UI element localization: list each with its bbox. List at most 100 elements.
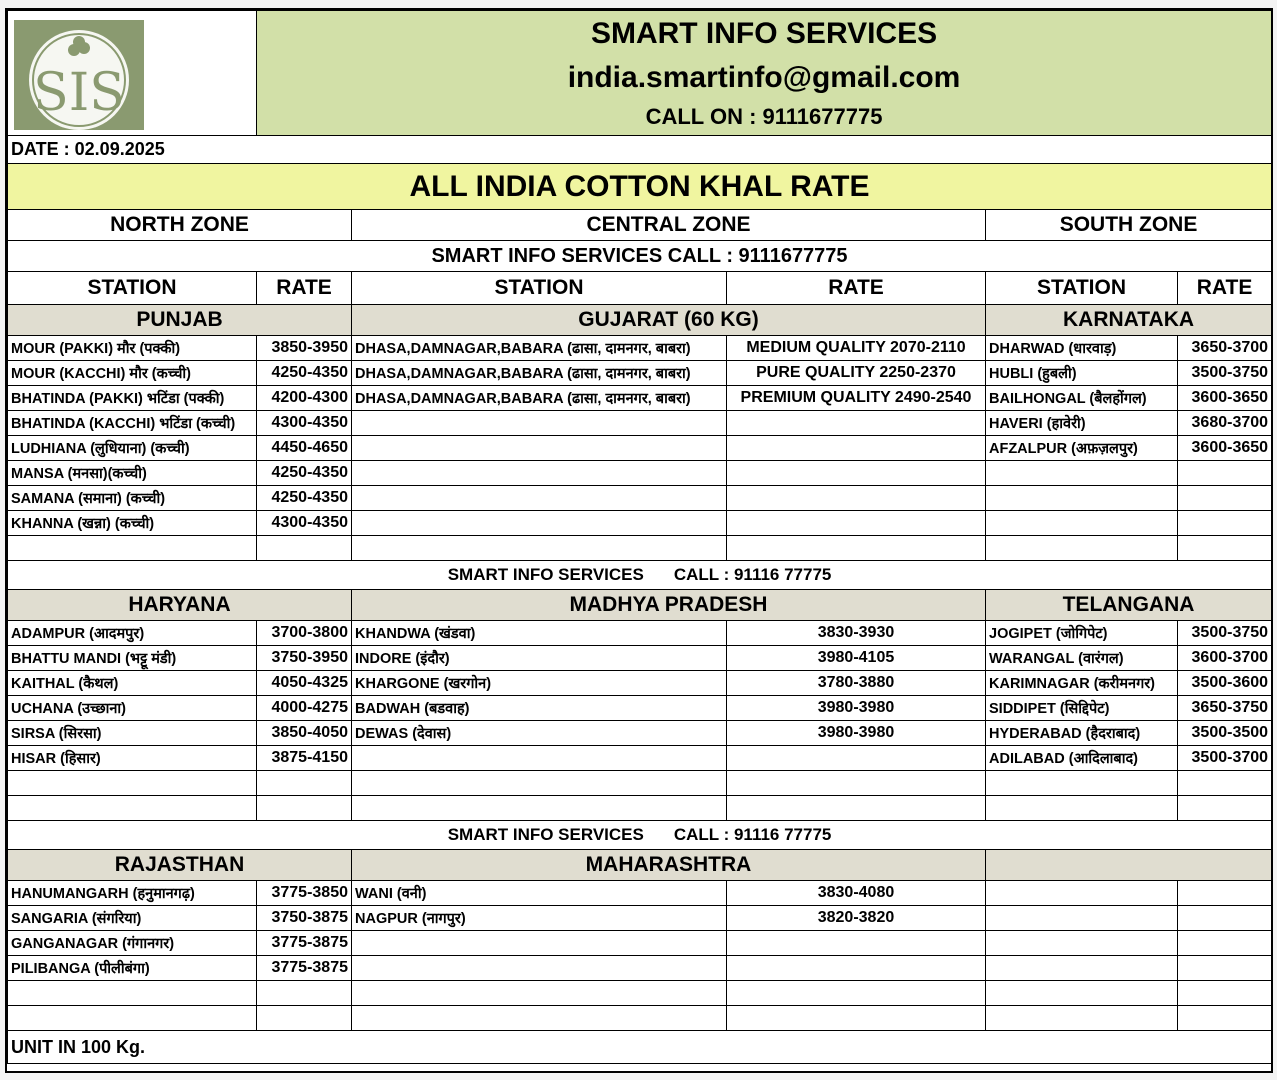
rate-cell: 3600-3650 xyxy=(1176,385,1273,411)
station-cell xyxy=(351,435,727,461)
station-cell xyxy=(985,980,1178,1006)
rate-cell: 3850-4050 xyxy=(256,720,352,746)
company-name: SMART INFO SERVICES xyxy=(590,17,938,50)
table-row: LUDHIANA (लुधियाना) (कच्ची) 4450-4650 AFZA… xyxy=(7,435,1273,461)
rate-cell xyxy=(256,770,352,796)
state-heading: MAHARASHTRA xyxy=(351,849,986,881)
email-address: india.smartinfo@gmail.com xyxy=(567,61,961,94)
rate-cell: 3600-3700 xyxy=(1176,645,1273,671)
rate-cell xyxy=(1176,980,1273,1006)
state-heading: HARYANA xyxy=(7,589,352,621)
station-column-header: STATION xyxy=(7,271,257,305)
table-row xyxy=(7,535,1273,561)
contact-banner: SMART INFO SERVICES CALL : 91116 77775 xyxy=(6,820,1273,850)
station-cell: SIRSA (सिरसा) xyxy=(7,720,257,746)
rate-cell xyxy=(1176,930,1273,956)
rate-cell: PREMIUM QUALITY 2490-2540 xyxy=(726,385,986,411)
table-row: UCHANA (उच्छाना) 4000-4275 BADWAH (बडवाह) 3… xyxy=(7,695,1273,721)
rate-cell xyxy=(726,795,986,821)
state-heading xyxy=(984,849,1273,881)
state-heading: TELANGANA xyxy=(984,589,1273,621)
table-row: KHANNA (खन्ना) (कच्ची) 4300-4350 xyxy=(7,510,1273,536)
station-cell: DHASA,DAMNAGAR,BABARA (ढासा, दामनगर, बाब… xyxy=(351,385,727,411)
station-cell xyxy=(985,535,1178,561)
rate-cell: MEDIUM QUALITY 2070-2110 xyxy=(726,335,986,361)
station-cell: MANSA (मनसा)(कच्ची) xyxy=(7,460,257,486)
rate-cell: 4250-4350 xyxy=(256,460,352,486)
table-row: BHATINDA (KACCHI) भटिंडा (कच्ची) 4300-435… xyxy=(7,410,1273,436)
rate-cell: 3650-3750 xyxy=(1176,695,1273,721)
state-heading: KARNATAKA xyxy=(984,304,1273,336)
contact-banner: SMART INFO SERVICES CALL : 9111677775 xyxy=(6,240,1273,272)
contact-banner: SMART INFO SERVICES CALL : 91116 77775 xyxy=(6,560,1273,590)
table-row: PILIBANGA (पीलीबंगा) 3775-3875 xyxy=(7,955,1273,981)
rate-cell: 3850-3950 xyxy=(256,335,352,361)
station-cell xyxy=(985,485,1178,511)
station-cell xyxy=(7,1005,257,1031)
station-cell: ADAMPUR (आदमपुर) xyxy=(7,620,257,646)
rate-column-header: RATE xyxy=(726,271,986,305)
banner-call: CALL : 91116 77775 xyxy=(673,565,832,584)
rate-cell: 4250-4350 xyxy=(256,485,352,511)
station-column-header: STATION xyxy=(985,271,1178,305)
station-cell: KAITHAL (कैथल) xyxy=(7,670,257,696)
rate-cell: 3700-3800 xyxy=(256,620,352,646)
table-row: MOUR (PAKKI) मौर (पक्की) 3850-3950 DHASA,D… xyxy=(7,335,1273,361)
rate-cell xyxy=(726,435,986,461)
station-cell: MOUR (KACCHI) मौर (कच्ची) xyxy=(7,360,257,386)
rate-cell: 3820-3820 xyxy=(726,905,986,931)
rate-cell: 3750-3875 xyxy=(256,905,352,931)
rate-cell xyxy=(256,795,352,821)
rate-cell xyxy=(726,535,986,561)
call-number: CALL ON : 9111677775 xyxy=(645,104,883,129)
state-heading: GUJARAT (60 KG) xyxy=(351,304,986,336)
station-cell xyxy=(7,980,257,1006)
rate-cell: PURE QUALITY 2250-2370 xyxy=(726,360,986,386)
rate-cell: 3775-3850 xyxy=(256,880,352,906)
rate-cell: 3875-4150 xyxy=(256,745,352,771)
station-cell: ADILABAD (आदिलाबाद) xyxy=(985,745,1178,771)
rate-cell: 3500-3500 xyxy=(1176,720,1273,746)
rate-cell: 3500-3750 xyxy=(1176,360,1273,386)
station-cell: INDORE (इंदौर) xyxy=(351,645,727,671)
station-cell: AFZALPUR (अफ़ज़लपुर) xyxy=(985,435,1178,461)
table-row: GANGANAGAR (गंगानगर) 3775-3875 xyxy=(7,930,1273,956)
station-cell: BADWAH (बडवाह) xyxy=(351,695,727,721)
station-cell: KHANDWA (खंडवा) xyxy=(351,620,727,646)
station-cell xyxy=(985,930,1178,956)
station-cell xyxy=(985,510,1178,536)
station-cell: HAVERI (हावेरी) xyxy=(985,410,1178,436)
station-cell xyxy=(351,795,727,821)
rate-table: SIS SMART INFO SERVICES india.smartinfo@… xyxy=(6,10,1273,1064)
rate-cell xyxy=(256,1005,352,1031)
rate-cell: 3980-3980 xyxy=(726,720,986,746)
banner-company: SMART INFO SERVICES xyxy=(447,565,644,584)
station-cell xyxy=(7,535,257,561)
station-cell xyxy=(351,510,727,536)
rate-cell: 3775-3875 xyxy=(256,955,352,981)
station-cell xyxy=(351,535,727,561)
table-row: SANGARIA (संगरिया) 3750-3875 NAGPUR (नागपु… xyxy=(7,905,1273,931)
table-row: KAITHAL (कैथल) 4050-4325 KHARGONE (खरगोन) 3… xyxy=(7,670,1273,696)
north-zone-heading: NORTH ZONE xyxy=(7,209,352,241)
rate-cell xyxy=(1176,795,1273,821)
rate-cell: 3830-4080 xyxy=(726,880,986,906)
svg-text:SIS: SIS xyxy=(33,63,125,123)
rate-cell xyxy=(1176,955,1273,981)
station-cell xyxy=(351,1005,727,1031)
table-row: SAMANA (समाना) (कच्ची) 4250-4350 xyxy=(7,485,1273,511)
table-row xyxy=(7,795,1273,821)
station-cell xyxy=(985,905,1178,931)
rate-cell xyxy=(726,485,986,511)
report-date: DATE : 02.09.2025 xyxy=(6,135,1273,164)
rate-cell: 4450-4650 xyxy=(256,435,352,461)
station-cell xyxy=(985,955,1178,981)
state-heading: PUNJAB xyxy=(7,304,352,336)
rate-cell xyxy=(1176,535,1273,561)
station-cell: HUBLI (हुबली) xyxy=(985,360,1178,386)
banner-company: SMART INFO SERVICES xyxy=(447,825,644,844)
station-cell: BHATINDA (PAKKI) भटिंडा (पक्की) xyxy=(7,385,257,411)
station-cell xyxy=(351,930,727,956)
station-cell xyxy=(985,795,1178,821)
station-cell: BHATTU MANDI (भट्टू मंडी) xyxy=(7,645,257,671)
